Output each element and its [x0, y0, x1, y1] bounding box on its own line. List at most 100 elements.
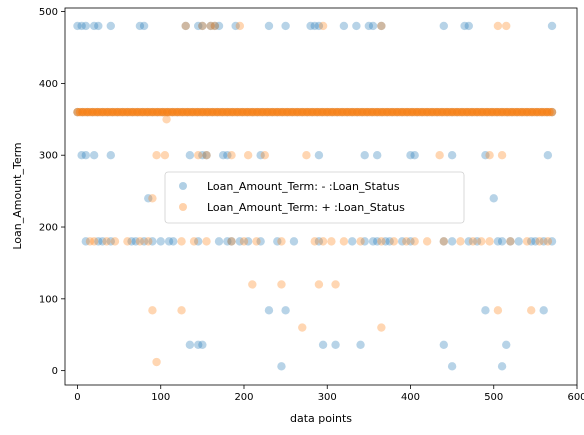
data-point — [81, 237, 91, 246]
data-point — [493, 237, 503, 246]
data-point — [106, 237, 115, 246]
data-point — [189, 237, 199, 246]
data-point — [547, 237, 557, 246]
data-point — [289, 237, 299, 246]
y-axis-label: Loan_Amount_Term — [11, 142, 24, 249]
legend: Loan_Amount_Term: - :Loan_Status Loan_Am… — [164, 171, 465, 224]
data-point — [531, 237, 540, 246]
data-point — [464, 237, 473, 246]
data-point — [547, 107, 557, 117]
data-point — [318, 340, 328, 349]
data-point — [318, 237, 328, 246]
data-point — [372, 151, 382, 160]
data-point — [127, 237, 136, 246]
data-point — [410, 237, 419, 246]
data-point — [310, 237, 319, 246]
data-point — [502, 21, 511, 31]
data-point — [89, 151, 99, 160]
data-point — [202, 151, 211, 160]
data-point — [256, 151, 265, 160]
data-point — [227, 237, 236, 246]
data-point — [277, 362, 286, 371]
data-point — [497, 237, 507, 246]
y-tick-label: 300 — [39, 151, 58, 162]
data-point — [447, 151, 457, 160]
data-point — [148, 237, 157, 246]
x-tick-label: 600 — [567, 392, 584, 403]
data-point — [389, 237, 399, 246]
data-point — [135, 237, 145, 246]
data-point — [181, 21, 190, 31]
x-tick-label: 500 — [484, 392, 503, 403]
data-point — [331, 280, 340, 289]
x-axis-label: data points — [290, 412, 352, 425]
data-point — [489, 194, 498, 203]
data-point — [377, 323, 386, 332]
data-point — [106, 21, 115, 31]
data-point — [447, 362, 457, 371]
data-point — [202, 237, 211, 246]
data-point — [198, 340, 207, 349]
data-point — [77, 21, 86, 31]
data-point — [243, 151, 253, 160]
points-layer — [73, 21, 557, 371]
data-point — [164, 237, 174, 246]
data-point — [464, 21, 473, 31]
data-point — [214, 237, 224, 246]
data-point — [169, 237, 178, 246]
data-point — [89, 21, 99, 31]
data-point — [527, 306, 536, 315]
data-point — [73, 21, 82, 31]
data-point — [481, 151, 490, 160]
data-point — [194, 21, 203, 31]
data-point — [356, 237, 365, 246]
data-point — [377, 237, 386, 246]
data-point — [314, 237, 324, 246]
data-point — [397, 237, 407, 246]
data-point — [152, 151, 161, 160]
y-tick-label: 0 — [52, 366, 58, 377]
y-axis-ticks: 0 100 200 300 400 500 — [39, 7, 65, 377]
data-point — [314, 151, 324, 160]
data-point — [439, 21, 448, 31]
x-tick-label: 100 — [151, 392, 170, 403]
data-point — [89, 237, 99, 246]
data-point — [148, 194, 157, 203]
data-point — [493, 21, 503, 31]
data-point — [522, 237, 532, 246]
data-point — [185, 151, 195, 160]
data-point — [202, 151, 211, 160]
data-point — [214, 21, 224, 31]
data-point — [368, 21, 378, 31]
data-point — [377, 21, 386, 31]
data-point — [152, 357, 161, 367]
data-point — [406, 237, 415, 246]
data-point — [81, 21, 91, 31]
data-point — [198, 21, 207, 31]
data-point — [493, 306, 503, 315]
data-point — [198, 151, 207, 160]
data-point — [527, 237, 536, 246]
data-point — [264, 306, 274, 315]
data-point — [356, 340, 365, 349]
data-point — [506, 237, 515, 246]
legend-marker-negative — [179, 182, 187, 190]
data-point — [514, 237, 523, 246]
legend-box — [164, 171, 465, 224]
data-point — [481, 306, 490, 315]
data-point — [123, 237, 132, 246]
data-point — [439, 340, 448, 349]
data-point — [198, 21, 207, 31]
data-point — [231, 21, 240, 31]
data-point — [410, 151, 419, 160]
data-point — [485, 151, 494, 160]
data-point — [539, 306, 548, 315]
data-point — [98, 237, 107, 246]
data-point — [535, 237, 544, 246]
data-point — [306, 21, 315, 31]
data-point — [177, 306, 186, 315]
data-point — [477, 237, 486, 246]
data-point — [402, 237, 411, 246]
data-point — [135, 21, 145, 31]
data-point — [85, 237, 95, 246]
